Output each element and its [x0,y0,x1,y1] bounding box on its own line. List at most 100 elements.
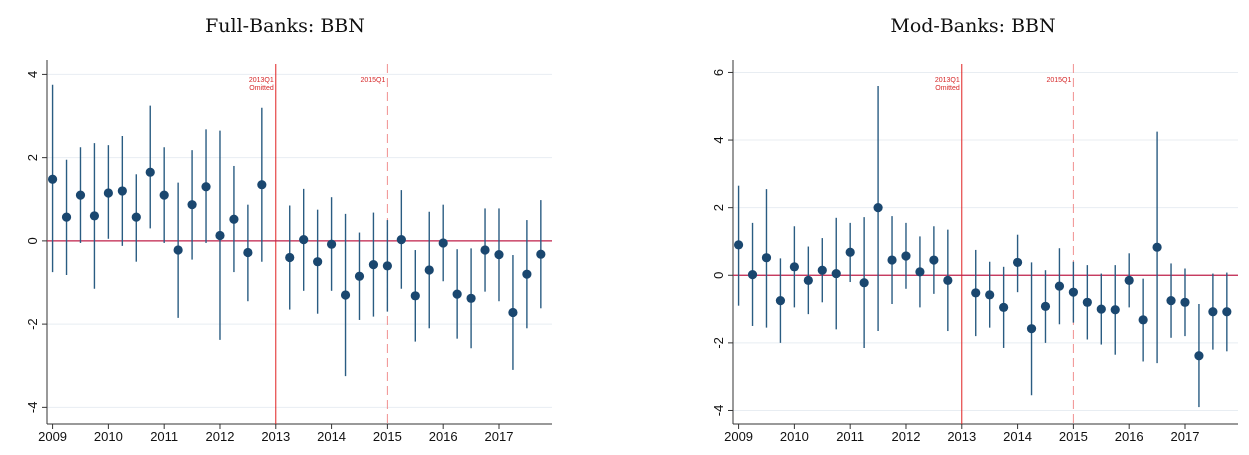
x-tick-label: 2012 [892,429,921,444]
point-estimate [901,251,911,261]
point-estimate [1166,296,1176,306]
point-estimate [285,252,295,263]
point-estimate [340,290,351,300]
point-estimate [424,265,434,275]
point-estimate [466,293,476,303]
point-estimate [971,288,981,298]
x-tick-label: 2014 [317,429,346,444]
point-estimate [1194,351,1204,361]
reference-line-label: 2015Q1 [360,77,385,84]
point-estimate [452,289,462,299]
y-tick-label: 2 [25,154,40,161]
point-estimate [887,255,897,265]
reference-line-label: 2013Q1 [935,77,960,84]
chart-mod-banks: Mod-Banks: BBN -4 -2 0 2 4 6 2009 2010 2011 2012 20… [711,15,1238,444]
reference-line-label: Omitted [935,85,960,92]
point-estimate [201,182,211,192]
x-tick-label: 2010 [94,429,123,444]
point-estimate [789,262,799,272]
point-estimate [1152,242,1162,252]
y-tick-label: 4 [711,136,726,143]
point-estimate [508,307,518,318]
y-tick-label: 4 [25,71,40,78]
x-tick-label: 2016 [429,429,458,444]
x-tick-label: 2014 [1003,429,1032,444]
point-estimate [382,261,392,271]
x-tick-label: 2011 [836,429,864,444]
point-estimate [831,268,841,279]
point-estimate [299,235,309,245]
point-estimate [326,239,337,249]
x-tick-label: 2012 [206,429,235,444]
point-estimate [943,275,953,285]
point-estimate [985,290,995,300]
chart-panel-full-banks: Full-Banks: BBN -4 -2 0 2 4 2009 2010 2011 2012 20… [25,15,552,444]
point-estimate [243,247,253,258]
point-estimate [410,291,420,301]
x-tick-label: 2013 [261,429,290,444]
y-tick-label: -4 [25,402,40,414]
point-estimate [747,269,758,280]
x-tick-label: 2009 [38,429,67,444]
x-tick-label: 2013 [947,429,976,444]
reference-line-label: 2013Q1 [249,77,274,84]
y-tick-label: -4 [711,405,726,417]
chart-full-banks: Full-Banks: BBN -4 -2 0 2 4 2009 2010 2011 2012 20… [25,15,552,444]
point-estimate [1138,315,1148,325]
point-estimate [75,190,86,200]
point-estimate [817,265,827,275]
point-estimate [438,238,448,248]
y-tick-label: 6 [711,69,726,76]
point-estimate [845,247,855,257]
point-estimate [215,230,225,241]
y-tick-label: -2 [711,337,726,349]
x-tick-label: 2016 [1115,429,1144,444]
point-estimate [257,180,267,190]
point-estimate [480,245,490,255]
point-estimate [396,235,406,245]
point-estimate [47,174,58,184]
point-estimate [1068,287,1078,297]
x-tick-label: 2017 [1171,429,1200,444]
point-estimate [859,278,869,288]
x-tick-label: 2015 [373,429,402,444]
point-estimate [187,200,197,210]
point-estimate [61,212,72,222]
y-tick-label: 2 [711,204,726,211]
point-estimate [229,214,239,224]
point-estimate [1208,307,1218,317]
x-tick-label: 2010 [780,429,809,444]
chart-title: Full-Banks: BBN [205,15,365,37]
point-estimate [1124,275,1134,285]
point-estimate [117,186,127,196]
chart-panel-mod-banks: Mod-Banks: BBN -4 -2 0 2 4 6 2009 2010 2011 2012 20… [625,0,1249,455]
point-estimate [999,302,1009,312]
point-estimate [1082,297,1092,307]
point-estimate [1026,324,1037,334]
point-estimate [1096,304,1106,314]
point-estimate [368,260,379,270]
point-estimate [522,269,532,279]
point-estimate [536,249,546,259]
point-estimate [873,203,883,213]
y-tick-label: 0 [711,272,726,279]
point-estimate [173,245,183,255]
point-estimate [929,255,939,265]
y-tick-label: 0 [25,237,40,244]
point-estimate [131,212,141,222]
point-estimate [1222,307,1232,317]
point-estimate [354,271,365,281]
point-estimate [1180,297,1190,307]
x-tick-label: 2011 [150,429,178,444]
point-estimate [733,240,744,250]
point-estimate [313,257,323,267]
point-estimate [761,253,772,263]
x-tick-label: 2015 [1059,429,1088,444]
point-estimate [1040,301,1051,311]
y-tick-label: -2 [25,318,40,330]
reference-line-label: Omitted [249,85,274,92]
point-estimate [159,190,169,200]
chart-title: Mod-Banks: BBN [890,15,1055,37]
point-estimate [1054,281,1065,291]
point-estimate [775,296,786,306]
